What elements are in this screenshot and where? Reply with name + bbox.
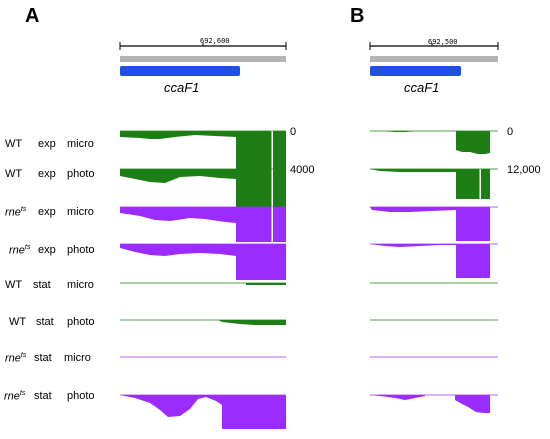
panel-b-gene-model bbox=[370, 66, 461, 76]
phase-name: exp bbox=[38, 168, 56, 180]
strain-text: rne bbox=[5, 206, 21, 219]
panel-a-gene-label: ccaF1 bbox=[164, 80, 200, 95]
strain-name: WT bbox=[9, 316, 27, 328]
panel-b-scale-top: 0 bbox=[507, 126, 514, 138]
strain-name: WT bbox=[5, 279, 23, 291]
panel-b-ruler bbox=[369, 42, 499, 50]
panel-a-track-wt-stat-photo bbox=[120, 319, 286, 325]
panel-b-annotation-track bbox=[370, 56, 498, 62]
panel-a-track-wt-exp-photo bbox=[120, 168, 286, 183]
light-name: photo bbox=[67, 316, 95, 328]
panel-a-coordinate: 692,600 bbox=[200, 37, 230, 45]
light-name: photo bbox=[67, 390, 95, 402]
panel-a-track-rne-exp-micro bbox=[120, 206, 286, 242]
panel-a-track-wt-stat-micro bbox=[120, 282, 286, 285]
strain-text: rne bbox=[4, 390, 20, 403]
panel-b-scale-bottom: 12,000 bbox=[507, 164, 541, 176]
panel-a-scale-top: 0 bbox=[290, 126, 297, 138]
panel-b-track-rne-exp-photo bbox=[370, 243, 498, 278]
phase-name: stat bbox=[34, 390, 52, 402]
panel-b-track-rne-exp-micro bbox=[370, 206, 498, 241]
strain-name: WT bbox=[5, 168, 23, 180]
phase-name: stat bbox=[34, 352, 52, 364]
panel-b-track-wt-exp-micro bbox=[370, 130, 498, 154]
phase-name: exp bbox=[38, 244, 56, 256]
strain-name: rnets bbox=[4, 390, 25, 403]
strain-superscript: ts bbox=[20, 352, 27, 359]
panel-a-scale-bottom: 4000 bbox=[290, 164, 315, 176]
panel-b-track-wt-exp-photo bbox=[370, 168, 498, 199]
phase-name: stat bbox=[36, 316, 54, 328]
panel-a-ruler bbox=[119, 42, 287, 50]
panel-b-gene-label: ccaF1 bbox=[404, 80, 440, 95]
panel-a-annotation-track bbox=[120, 56, 286, 62]
panel-a-gene-model bbox=[120, 66, 240, 76]
strain-superscript: ts bbox=[20, 206, 27, 213]
panel-a-track-rne-exp-photo bbox=[120, 243, 286, 280]
strain-name: WT bbox=[5, 138, 23, 150]
strain-superscript: ts bbox=[19, 390, 26, 397]
phase-name: stat bbox=[33, 279, 51, 291]
strain-name: rnets bbox=[5, 352, 26, 365]
light-name: micro bbox=[67, 138, 94, 150]
panel-a-track-rne-stat-photo bbox=[120, 394, 286, 429]
strain-name: rnets bbox=[5, 206, 26, 219]
phase-name: exp bbox=[38, 206, 56, 218]
strain-text: rne bbox=[9, 244, 25, 257]
panel-b-track-rne-stat-photo bbox=[370, 394, 498, 413]
phase-name: exp bbox=[38, 138, 56, 150]
light-name: micro bbox=[67, 279, 94, 291]
light-name: photo bbox=[67, 244, 95, 256]
strain-superscript: ts bbox=[24, 244, 31, 251]
strain-text: rne bbox=[5, 352, 21, 365]
light-name: micro bbox=[67, 206, 94, 218]
panel-a-label: A bbox=[25, 5, 40, 27]
light-name: photo bbox=[67, 168, 95, 180]
panel-b-label: B bbox=[350, 5, 365, 27]
light-name: micro bbox=[64, 352, 91, 364]
strain-name: rnets bbox=[9, 244, 30, 257]
panel-b-coordinate: 692,500 bbox=[428, 38, 458, 46]
